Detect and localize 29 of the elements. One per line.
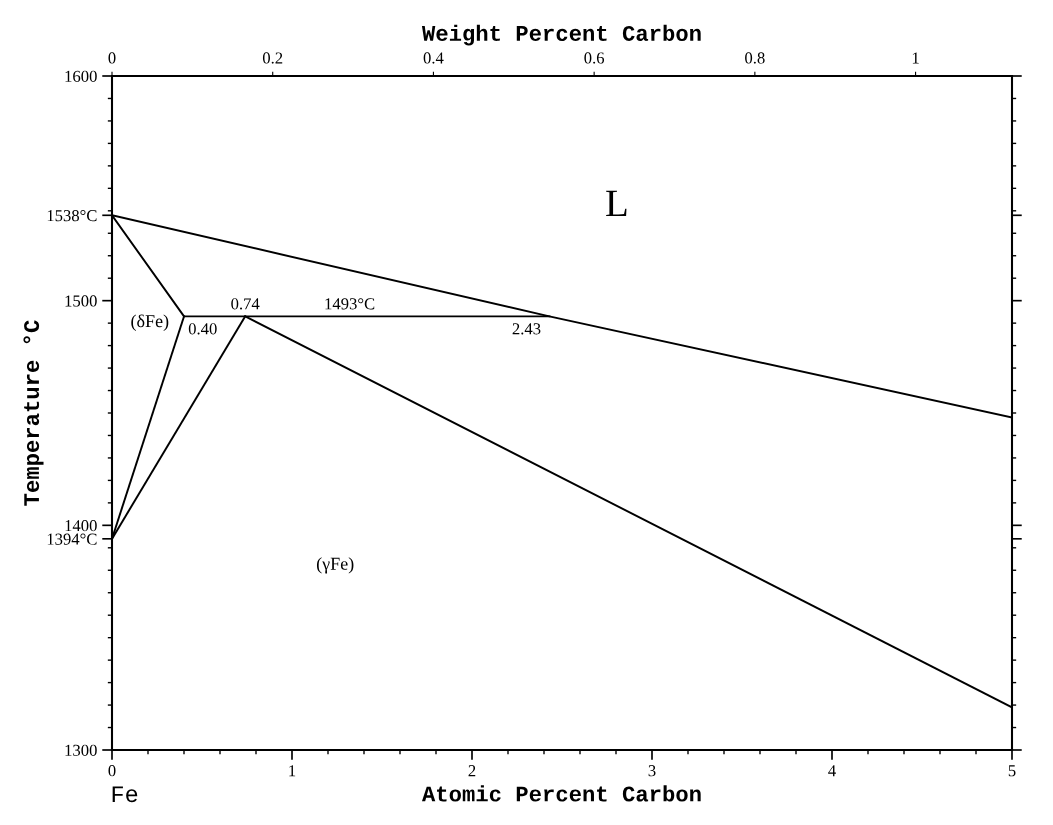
x2-tick-label: 1 <box>912 52 919 64</box>
x2-tick-label: 0.4 <box>423 52 444 64</box>
annotation: 2.43 <box>512 323 541 335</box>
x2-tick-label: 0.2 <box>262 52 283 64</box>
annotation: L <box>606 190 627 217</box>
annotation: 0.74 <box>231 298 260 310</box>
y-axis-title: Temperature °C <box>23 320 44 506</box>
x-axis-title: Atomic Percent Carbon <box>421 785 701 802</box>
y-tick-label: 1394°C <box>47 533 97 545</box>
annotation: (γFe) <box>316 557 354 574</box>
x-tick-label: 4 <box>828 765 836 777</box>
y-tick-label: 1400 <box>65 520 97 532</box>
x-tick-label: 3 <box>648 765 656 777</box>
x2-tick-label: 0 <box>108 52 116 64</box>
text: Fe <box>112 786 138 803</box>
y-tick-label: 1500 <box>65 295 97 307</box>
annotation: 0.40 <box>188 323 217 335</box>
x-tick-label: 2 <box>468 765 476 777</box>
x-tick-label: 0 <box>108 765 116 777</box>
x2-axis-title: Weight Percent Carbon <box>421 24 701 46</box>
x2-tick-label: 0.6 <box>584 52 605 64</box>
y-tick-label: 1538°C <box>47 209 97 222</box>
x-tick-label: 5 <box>1008 765 1016 777</box>
y-tick-label: 1300 <box>65 744 97 756</box>
annotation: (δFe) <box>131 314 169 331</box>
y-tick-label: 1600 <box>65 70 97 82</box>
x-tick-label: 1 <box>289 765 296 777</box>
x2-tick-label: 0.8 <box>745 52 765 64</box>
annotation: 1493°C <box>325 298 375 310</box>
